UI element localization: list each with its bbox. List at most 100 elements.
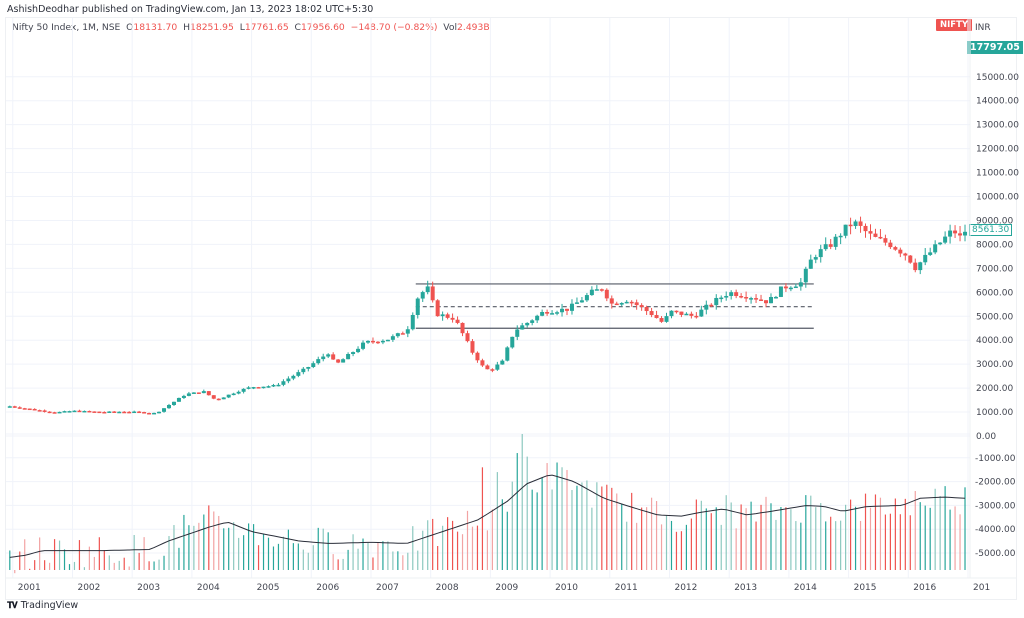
price-tick-label: 7000.00 — [976, 264, 1013, 274]
tradingview-logo[interactable]: 𝐓𝐕 TradingView — [7, 600, 78, 611]
candle-body — [928, 252, 933, 255]
candle — [659, 316, 664, 323]
candle-body — [7, 406, 12, 408]
candle — [768, 293, 773, 304]
volume-tick-label: -3000.00 — [975, 501, 1016, 511]
candle-body — [425, 286, 430, 293]
candle-body — [694, 315, 699, 318]
candle — [704, 300, 709, 315]
candle — [530, 319, 535, 326]
candle-body — [754, 298, 759, 300]
candle-body — [823, 244, 828, 250]
open-label: O — [126, 22, 134, 33]
candle-body — [888, 242, 893, 248]
time-tick-label: 2012 — [674, 583, 697, 593]
candle-body — [530, 320, 535, 323]
candle — [246, 386, 251, 390]
candle — [709, 303, 714, 308]
candle-body — [933, 244, 938, 253]
candle-body — [311, 363, 316, 368]
candle-body — [510, 336, 515, 348]
candle-body — [614, 303, 619, 306]
candle — [236, 390, 241, 395]
candle — [783, 283, 788, 292]
candle-body — [331, 354, 336, 360]
candle-body — [798, 282, 803, 287]
high-label: H — [183, 22, 191, 33]
candle — [465, 330, 470, 343]
candle — [793, 283, 798, 289]
candle-body — [709, 304, 714, 307]
publisher-caption: AshishDeodhar published on TradingView.c… — [7, 4, 374, 15]
price-tick-label: 4000.00 — [976, 336, 1013, 346]
candle — [176, 397, 181, 402]
candle-body — [246, 387, 251, 389]
candle-body — [82, 410, 87, 413]
candle-body — [281, 381, 286, 385]
candle-body — [261, 386, 266, 389]
candle — [375, 341, 380, 345]
candle-body — [336, 359, 341, 363]
candle — [679, 311, 684, 318]
time-tick-label: 2007 — [376, 583, 399, 593]
symbol-label[interactable]: Nifty 50 Index, 1M, NSE — [12, 22, 121, 33]
candle — [410, 312, 415, 331]
candle — [535, 314, 540, 324]
currency-label[interactable]: INR — [975, 23, 991, 33]
candle-body — [515, 329, 520, 337]
candle-body — [405, 329, 410, 334]
candle-body — [848, 224, 853, 227]
candle — [963, 224, 968, 242]
price-tick-label: 13000.00 — [976, 121, 1019, 131]
candle-body — [778, 286, 783, 297]
candle — [500, 359, 505, 365]
candle — [858, 216, 863, 233]
volume-axis: -1000.00 -2000.00 -3000.00 -4000.00 -5000.00 — [975, 454, 1016, 559]
candle — [639, 303, 644, 311]
candles — [7, 216, 968, 415]
candle-body — [599, 289, 604, 291]
candle — [848, 217, 853, 235]
candle-body — [858, 221, 863, 226]
candle — [271, 383, 276, 388]
candle-body — [629, 301, 634, 304]
candle-body — [37, 410, 42, 412]
candle — [92, 411, 97, 413]
candle-body — [878, 236, 883, 239]
tradingview-logo-icon: 𝐓𝐕 — [7, 600, 18, 611]
candle — [276, 382, 281, 387]
candle-body — [171, 401, 176, 405]
candle-body — [634, 302, 639, 306]
candle-body — [181, 395, 186, 398]
candle-body — [296, 372, 301, 376]
candle-body — [12, 406, 17, 408]
candle-body — [535, 315, 540, 321]
candle — [475, 351, 480, 363]
candle-body — [107, 411, 112, 413]
candle — [405, 326, 410, 338]
candle — [490, 368, 495, 373]
candle-body — [480, 360, 485, 366]
candle-body — [773, 296, 778, 299]
candle-body — [57, 411, 62, 414]
candle — [574, 297, 579, 304]
candle — [649, 307, 654, 318]
candle-body — [17, 407, 22, 409]
volume-tick-label: -5000.00 — [975, 549, 1016, 559]
candle-body — [704, 304, 709, 310]
candle-body — [555, 312, 560, 314]
candle-body — [211, 395, 216, 399]
candle-body — [689, 313, 694, 316]
high-value: 18251.95 — [190, 22, 234, 33]
candle-body — [326, 354, 331, 357]
candle — [112, 411, 117, 413]
candle-body — [132, 411, 137, 414]
candle-body — [729, 292, 734, 296]
candle — [291, 374, 296, 381]
candle-body — [266, 386, 271, 388]
candle — [759, 294, 764, 301]
candle-body — [62, 411, 67, 413]
candle — [77, 409, 82, 413]
time-tick-label: 2004 — [197, 583, 220, 593]
